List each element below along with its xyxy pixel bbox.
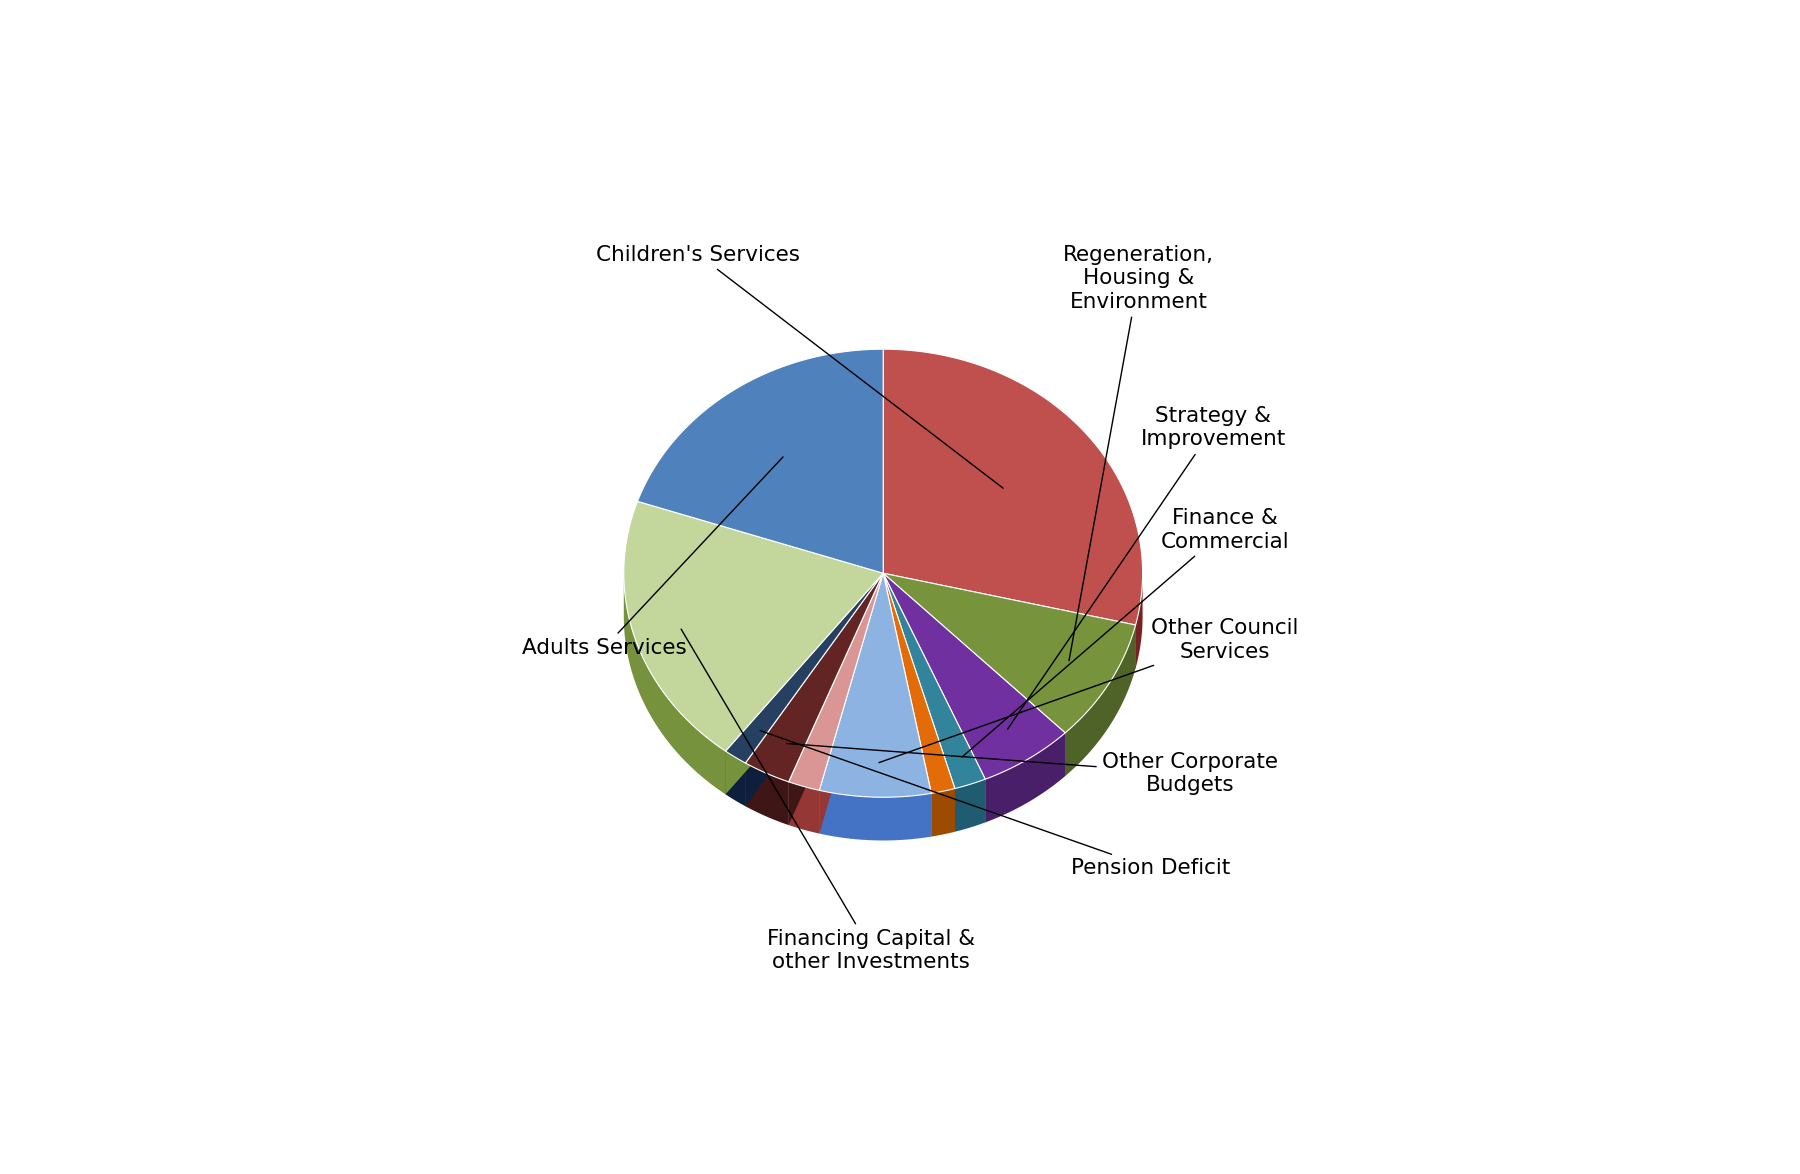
Polygon shape — [788, 573, 884, 825]
Polygon shape — [745, 573, 884, 807]
Polygon shape — [884, 573, 931, 837]
Polygon shape — [788, 573, 884, 790]
Polygon shape — [884, 573, 985, 823]
Polygon shape — [884, 573, 954, 794]
Text: Other Corporate
Budgets: Other Corporate Budgets — [787, 743, 1278, 795]
Polygon shape — [884, 573, 1136, 668]
Text: Regeneration,
Housing &
Environment: Regeneration, Housing & Environment — [1064, 245, 1215, 661]
Polygon shape — [884, 573, 985, 789]
Polygon shape — [819, 573, 884, 834]
Polygon shape — [819, 790, 931, 841]
Text: Other Council
Services: Other Council Services — [878, 619, 1300, 763]
Polygon shape — [745, 573, 884, 782]
Polygon shape — [819, 573, 931, 797]
Polygon shape — [884, 573, 954, 831]
Polygon shape — [788, 573, 884, 825]
Polygon shape — [884, 349, 1143, 625]
Text: Pension Deficit: Pension Deficit — [760, 730, 1229, 878]
Polygon shape — [725, 573, 884, 795]
Text: Finance &
Commercial: Finance & Commercial — [961, 508, 1289, 757]
Polygon shape — [625, 573, 725, 795]
Polygon shape — [725, 573, 884, 795]
Polygon shape — [884, 573, 1136, 668]
Polygon shape — [884, 573, 1066, 776]
Polygon shape — [931, 789, 954, 837]
Polygon shape — [884, 573, 931, 837]
Polygon shape — [725, 573, 884, 763]
Polygon shape — [819, 573, 884, 834]
Polygon shape — [884, 573, 1136, 733]
Text: Strategy &
Improvement: Strategy & Improvement — [1008, 406, 1285, 729]
Polygon shape — [985, 733, 1066, 823]
Polygon shape — [788, 782, 819, 834]
Polygon shape — [745, 763, 788, 825]
Polygon shape — [954, 780, 985, 831]
Polygon shape — [1066, 625, 1136, 776]
Text: Children's Services: Children's Services — [596, 245, 1003, 488]
Polygon shape — [637, 349, 884, 573]
Polygon shape — [725, 751, 745, 807]
Polygon shape — [884, 573, 985, 823]
Polygon shape — [884, 573, 1066, 776]
Text: Adults Services: Adults Services — [522, 457, 783, 657]
Text: Financing Capital &
other Investments: Financing Capital & other Investments — [680, 629, 976, 972]
Polygon shape — [884, 573, 954, 831]
Polygon shape — [745, 573, 884, 807]
Polygon shape — [884, 573, 1066, 780]
Polygon shape — [625, 501, 884, 751]
Polygon shape — [1136, 571, 1143, 668]
